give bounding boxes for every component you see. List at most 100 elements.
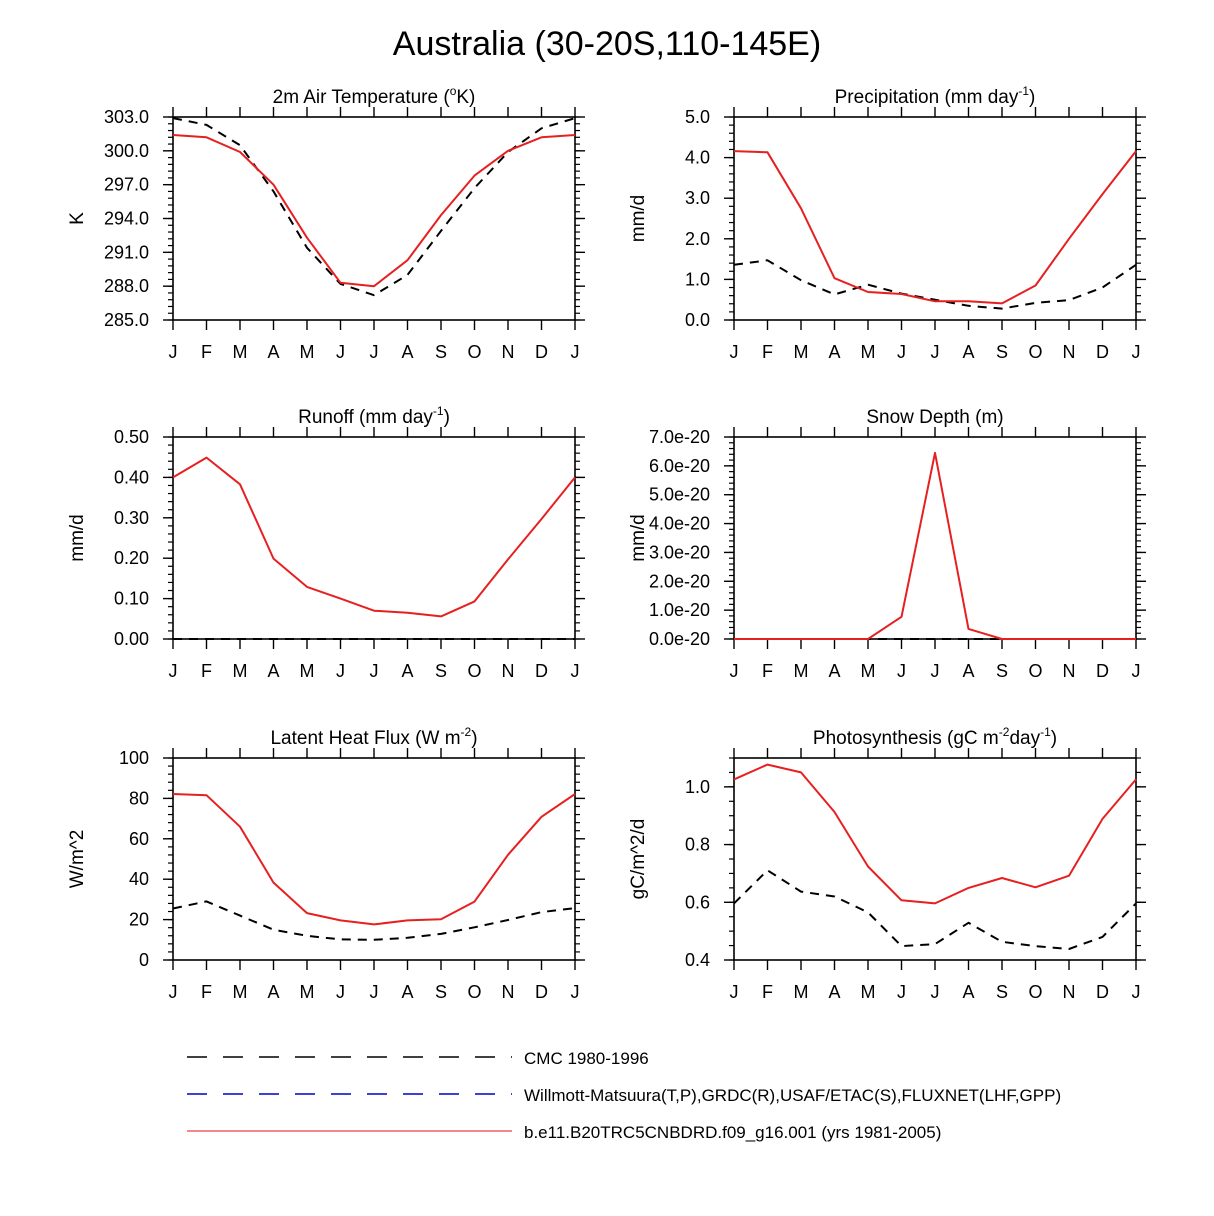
x-tick-label: A <box>401 661 413 681</box>
y-tick-label: 7.0e-20 <box>649 427 710 447</box>
x-tick-label: A <box>962 982 974 1002</box>
x-tick-label: J <box>336 661 345 681</box>
x-tick-label: N <box>502 342 515 362</box>
y-tick-label: 291.0 <box>104 242 149 262</box>
x-tick-label: N <box>1063 982 1076 1002</box>
panel-4: Snow Depth (m)J F M A M J J A S O N D J0.0e-201.0e-2… <box>628 407 1146 681</box>
y-tick-label: 285.0 <box>104 310 149 330</box>
y-axis-label: mm/d <box>628 195 649 243</box>
y-tick-label: 0.30 <box>114 508 149 528</box>
panel-title-sup: -1 <box>433 404 444 418</box>
x-tick-label: F <box>201 342 212 362</box>
x-tick-label: J <box>897 982 906 1002</box>
panel-title-mid: day <box>1009 728 1040 749</box>
y-tick-label: 0.4 <box>685 950 710 970</box>
x-tick-label: M <box>300 982 315 1002</box>
y-tick-label: 303.0 <box>104 107 149 127</box>
x-tick-label: F <box>201 661 212 681</box>
x-tick-label: J <box>370 342 379 362</box>
x-tick-label: O <box>467 982 481 1002</box>
x-tick-label: A <box>962 342 974 362</box>
y-tick-label: 1.0 <box>685 777 710 797</box>
x-tick-label: O <box>467 342 481 362</box>
x-tick-label: M <box>233 342 248 362</box>
y-tick-label: 0.10 <box>114 589 149 609</box>
y-axis-label: mm/d <box>67 514 88 562</box>
panel-title-main: Photosynthesis (gC m <box>813 728 999 749</box>
x-tick-label: D <box>1096 342 1109 362</box>
x-tick-label: D <box>535 342 548 362</box>
y-tick-label: 0.40 <box>114 467 149 487</box>
x-tick-label: O <box>1028 982 1042 1002</box>
x-tick-label: F <box>762 342 773 362</box>
legend-label: Willmott-Matsuura(T,P),GRDC(R),USAF/ETAC… <box>524 1086 1061 1105</box>
x-tick-label: M <box>861 342 876 362</box>
x-tick-label: N <box>502 661 515 681</box>
legend-entry-2: Willmott-Matsuura(T,P),GRDC(R),USAF/ETAC… <box>187 1086 1061 1105</box>
y-tick-label: 297.0 <box>104 175 149 195</box>
x-tick-label: A <box>267 342 279 362</box>
series-line-model <box>734 451 1136 640</box>
panel-title-sup: -1 <box>1018 84 1029 98</box>
x-tick-label: A <box>267 661 279 681</box>
y-axis-label: mm/d <box>628 514 649 562</box>
x-tick-label: A <box>267 982 279 1002</box>
plot-frame <box>733 116 1137 321</box>
y-tick-label: 0.0e-20 <box>649 629 710 649</box>
x-tick-label: F <box>762 661 773 681</box>
series-line-model <box>733 763 1137 905</box>
x-tick-label: A <box>401 982 413 1002</box>
panel-2: Precipitation (mm day-1)J F M A M J J A S O N D J0.0… <box>628 84 1146 362</box>
y-axis-label: gC/m^2/d <box>628 819 649 900</box>
panel-title-tail: ) <box>444 407 450 428</box>
x-tick-label: J <box>1132 982 1141 1002</box>
y-axis-label: K <box>67 212 88 225</box>
x-tick-label: J <box>336 982 345 1002</box>
x-tick-label: J <box>897 661 906 681</box>
x-tick-label: S <box>996 342 1008 362</box>
x-tick-label: D <box>1096 982 1109 1002</box>
legend-label: b.e11.B20TRC5CNBDRD.f09_g16.001 (yrs 198… <box>524 1123 941 1142</box>
y-tick-label: 2.0e-20 <box>649 571 710 591</box>
y-tick-label: 294.0 <box>104 209 149 229</box>
x-tick-label: J <box>897 342 906 362</box>
y-tick-label: 4.0 <box>685 148 710 168</box>
y-tick-label: 0 <box>139 950 149 970</box>
y-tick-label: 300.0 <box>104 141 149 161</box>
panel-title: Precipitation (mm day-1) <box>835 84 1036 108</box>
y-tick-label: 288.0 <box>104 276 149 296</box>
series-line-model <box>733 150 1137 305</box>
panel-title: Snow Depth (m) <box>866 407 1003 428</box>
x-tick-label: M <box>300 661 315 681</box>
panel-title-tail: ) <box>1051 728 1057 749</box>
x-tick-label: S <box>435 982 447 1002</box>
x-tick-label: M <box>794 982 809 1002</box>
plot-frame <box>733 436 1137 640</box>
y-tick-label: 40 <box>129 869 149 889</box>
x-tick-label: D <box>535 982 548 1002</box>
y-tick-label: 1.0 <box>685 269 710 289</box>
panel-title-tail: K) <box>456 87 475 108</box>
x-tick-label: D <box>535 661 548 681</box>
y-tick-label: 3.0 <box>685 188 710 208</box>
x-tick-label: M <box>794 661 809 681</box>
x-tick-label: S <box>996 661 1008 681</box>
x-tick-label: F <box>201 982 212 1002</box>
series-line-obs <box>172 117 576 297</box>
y-tick-label: 3.0e-20 <box>649 542 710 562</box>
x-tick-label: O <box>467 661 481 681</box>
y-tick-label: 0.6 <box>685 892 710 912</box>
y-tick-label: 60 <box>129 829 149 849</box>
y-tick-label: 0.20 <box>114 548 149 568</box>
y-tick-label: 5.0 <box>685 107 710 127</box>
y-tick-label: 0.00 <box>114 629 149 649</box>
y-tick-label: 6.0e-20 <box>649 456 710 476</box>
x-tick-label: M <box>233 661 248 681</box>
figure-title: Australia (30-20S,110-145E) <box>393 25 821 63</box>
x-tick-label: A <box>401 342 413 362</box>
series-line-obs <box>733 869 1137 950</box>
series-line-model <box>172 793 576 926</box>
x-tick-label: M <box>300 342 315 362</box>
x-tick-label: J <box>169 342 178 362</box>
